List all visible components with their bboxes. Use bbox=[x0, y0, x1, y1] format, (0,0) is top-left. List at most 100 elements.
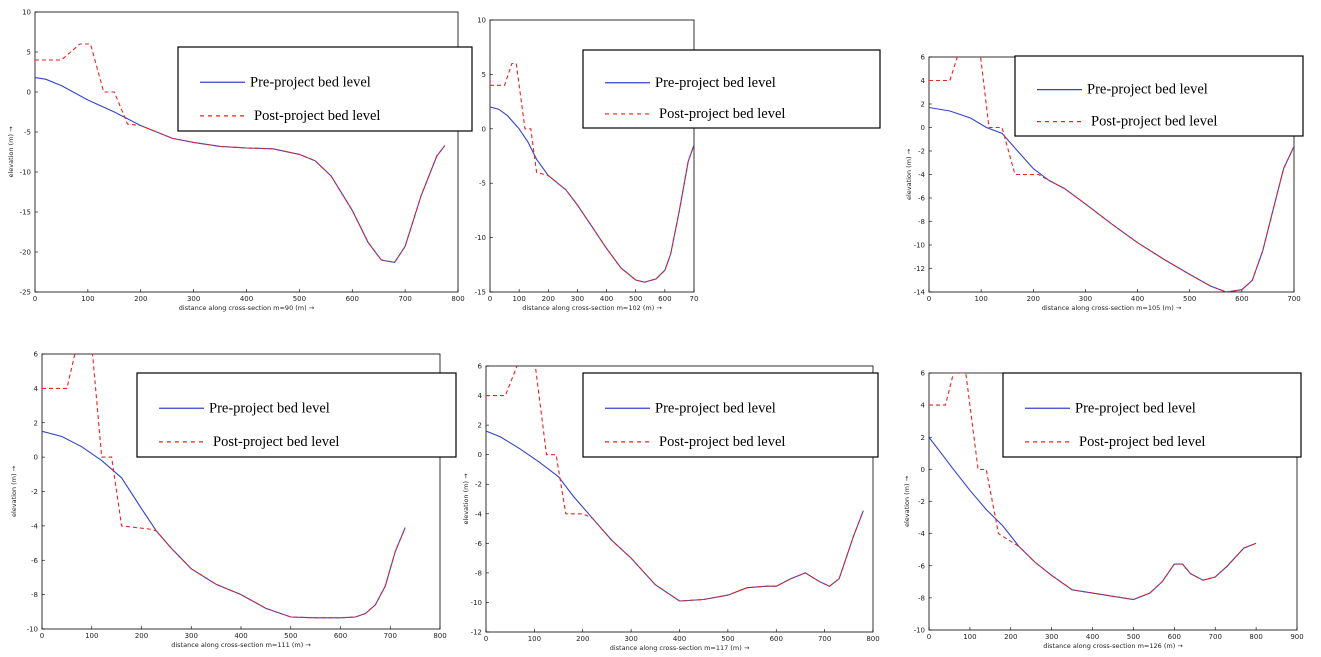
y-tick-label: -25 bbox=[20, 289, 31, 297]
y-tick-label: -15 bbox=[475, 289, 486, 297]
y-tick-label: 5 bbox=[27, 49, 31, 57]
x-tick-label: 500 bbox=[1127, 633, 1140, 641]
y-tick-label: -6 bbox=[918, 195, 926, 203]
y-tick-label: -2 bbox=[918, 498, 925, 506]
x-tick-label: 0 bbox=[488, 295, 492, 303]
x-axis-label: distance along cross-section m=117 (m) → bbox=[610, 644, 750, 652]
x-tick-label: 900 bbox=[1290, 633, 1303, 641]
y-tick-label: -2 bbox=[475, 481, 482, 489]
x-tick-label: 300 bbox=[1079, 295, 1092, 303]
series-line-pre bbox=[929, 436, 1257, 601]
y-tick-label: 2 bbox=[478, 422, 482, 430]
x-tick-label: 500 bbox=[284, 632, 297, 640]
chart-m111: 0 100 200 300 400 500 600 700 800 -10 -8 -6 -4 -2 0 2 4 6… bbox=[10, 351, 457, 649]
x-tick-label: 800 bbox=[866, 635, 879, 643]
legend-label-pre: Pre-project bed level bbox=[250, 74, 371, 90]
x-tick-label: 0 bbox=[40, 632, 44, 640]
x-tick-label: 600 bbox=[346, 295, 359, 303]
legend-label-post: Post-project bed level bbox=[659, 106, 785, 122]
x-tick-label: 200 bbox=[1004, 633, 1017, 641]
x-tick-label: 500 bbox=[1183, 295, 1196, 303]
y-tick-label: -4 bbox=[918, 530, 926, 538]
series-line-post bbox=[490, 62, 694, 283]
y-tick-label: -8 bbox=[918, 218, 925, 226]
x-tick-label: 600 bbox=[1235, 295, 1248, 303]
y-tick-label: 0 bbox=[34, 454, 38, 462]
legend-label-post: Post-project bed level bbox=[213, 434, 339, 450]
y-tick-label: -5 bbox=[479, 180, 486, 188]
y-tick-label: 6 bbox=[921, 370, 926, 378]
y-tick-label: 2 bbox=[921, 434, 925, 442]
x-axis-label: distance along cross-section m=90 (m) → bbox=[179, 304, 315, 312]
legend-label-post: Post-project bed level bbox=[1091, 114, 1217, 130]
x-tick-label: 700 bbox=[398, 295, 411, 303]
x-tick-label: 400 bbox=[673, 635, 686, 643]
y-axis-label: elevation (m) → bbox=[905, 148, 913, 200]
legend-label-pre: Pre-project bed level bbox=[1087, 82, 1208, 98]
y-tick-label: -15 bbox=[20, 209, 31, 217]
x-tick-label: 300 bbox=[187, 295, 200, 303]
x-tick-label: 400 bbox=[1131, 295, 1144, 303]
x-tick-label: 200 bbox=[576, 635, 589, 643]
x-tick-label: 400 bbox=[1086, 633, 1099, 641]
y-tick-label: -8 bbox=[918, 594, 925, 602]
plot-frame bbox=[489, 19, 695, 293]
legend-label-pre: Pre-project bed level bbox=[209, 400, 330, 416]
y-tick-label: -4 bbox=[475, 510, 483, 518]
y-tick-label: -2 bbox=[31, 488, 38, 496]
y-tick-label: 4 bbox=[478, 392, 483, 400]
chart-m105: 0 100 200 300 400 500 600 700 -14 -12 -10 -8 -6 -4 -2 0… bbox=[905, 54, 1304, 312]
x-tick-label: 0 bbox=[927, 633, 931, 641]
x-tick-label: 500 bbox=[293, 295, 306, 303]
x-tick-label: 400 bbox=[234, 632, 247, 640]
y-tick-label: 6 bbox=[921, 54, 926, 62]
y-tick-label: -10 bbox=[471, 599, 482, 607]
y-tick-label: -2 bbox=[918, 148, 925, 156]
series-line-pre bbox=[42, 430, 406, 619]
y-tick-label: -8 bbox=[475, 569, 482, 577]
chart-m90: 0 100 200 300 400 500 600 700 800 -25 -20 -15 -10 -5 0… bbox=[7, 9, 473, 312]
y-axis-label: elevation (m) → bbox=[903, 475, 911, 527]
x-tick-label: 500 bbox=[721, 635, 734, 643]
y-tick-label: -5 bbox=[24, 129, 31, 137]
x-tick-label: 200 bbox=[1027, 295, 1040, 303]
legend-box bbox=[582, 49, 881, 129]
y-tick-label: 0 bbox=[921, 466, 925, 474]
legend-label-pre: Pre-project bed level bbox=[1075, 400, 1196, 416]
y-tick-label: -6 bbox=[918, 562, 926, 570]
x-tick-label: 300 bbox=[571, 295, 584, 303]
x-tick-label: 200 bbox=[134, 295, 147, 303]
y-tick-label: -4 bbox=[31, 522, 39, 530]
y-tick-label: -10 bbox=[27, 626, 38, 634]
legend-label-post: Post-project bed level bbox=[1079, 434, 1205, 450]
x-axis-label: distance along cross-section m=105 (m) → bbox=[1042, 304, 1182, 312]
legend-box bbox=[136, 372, 457, 458]
y-tick-label: 0 bbox=[482, 125, 486, 133]
legend-box bbox=[1014, 55, 1304, 137]
x-tick-label: 0 bbox=[484, 635, 488, 643]
y-tick-label: -4 bbox=[918, 171, 926, 179]
y-axis-label: elevation (m) → bbox=[10, 465, 18, 517]
y-tick-label: -14 bbox=[914, 289, 926, 297]
y-tick-label: 4 bbox=[34, 385, 39, 393]
y-tick-label: -10 bbox=[914, 627, 925, 635]
y-tick-label: 2 bbox=[921, 101, 925, 109]
chart-m117: 0 100 200 300 400 500 600 700 800 -12 -10 -8 -6 -4 -2 0… bbox=[462, 363, 880, 653]
y-tick-label: -6 bbox=[31, 557, 39, 565]
x-tick-label: 100 bbox=[528, 635, 541, 643]
x-tick-label: 0 bbox=[33, 295, 37, 303]
series-line-pre bbox=[490, 106, 694, 283]
y-tick-label: 4 bbox=[921, 402, 926, 410]
y-tick-label: 5 bbox=[482, 71, 486, 79]
x-tick-label: 500 bbox=[629, 295, 642, 303]
y-tick-label: 6 bbox=[478, 363, 483, 371]
x-axis-label: distance along cross-section m=102 (m) → bbox=[522, 304, 662, 312]
y-tick-label: -12 bbox=[914, 265, 925, 273]
x-tick-label: 600 bbox=[334, 632, 347, 640]
y-tick-label: 10 bbox=[477, 17, 486, 25]
x-tick-label: 600 bbox=[770, 635, 783, 643]
legend-label-post: Post-project bed level bbox=[659, 434, 785, 450]
legend-label-pre: Pre-project bed level bbox=[655, 75, 776, 91]
legend-box bbox=[1002, 372, 1302, 458]
y-axis-label: elevation (m) → bbox=[7, 126, 15, 178]
